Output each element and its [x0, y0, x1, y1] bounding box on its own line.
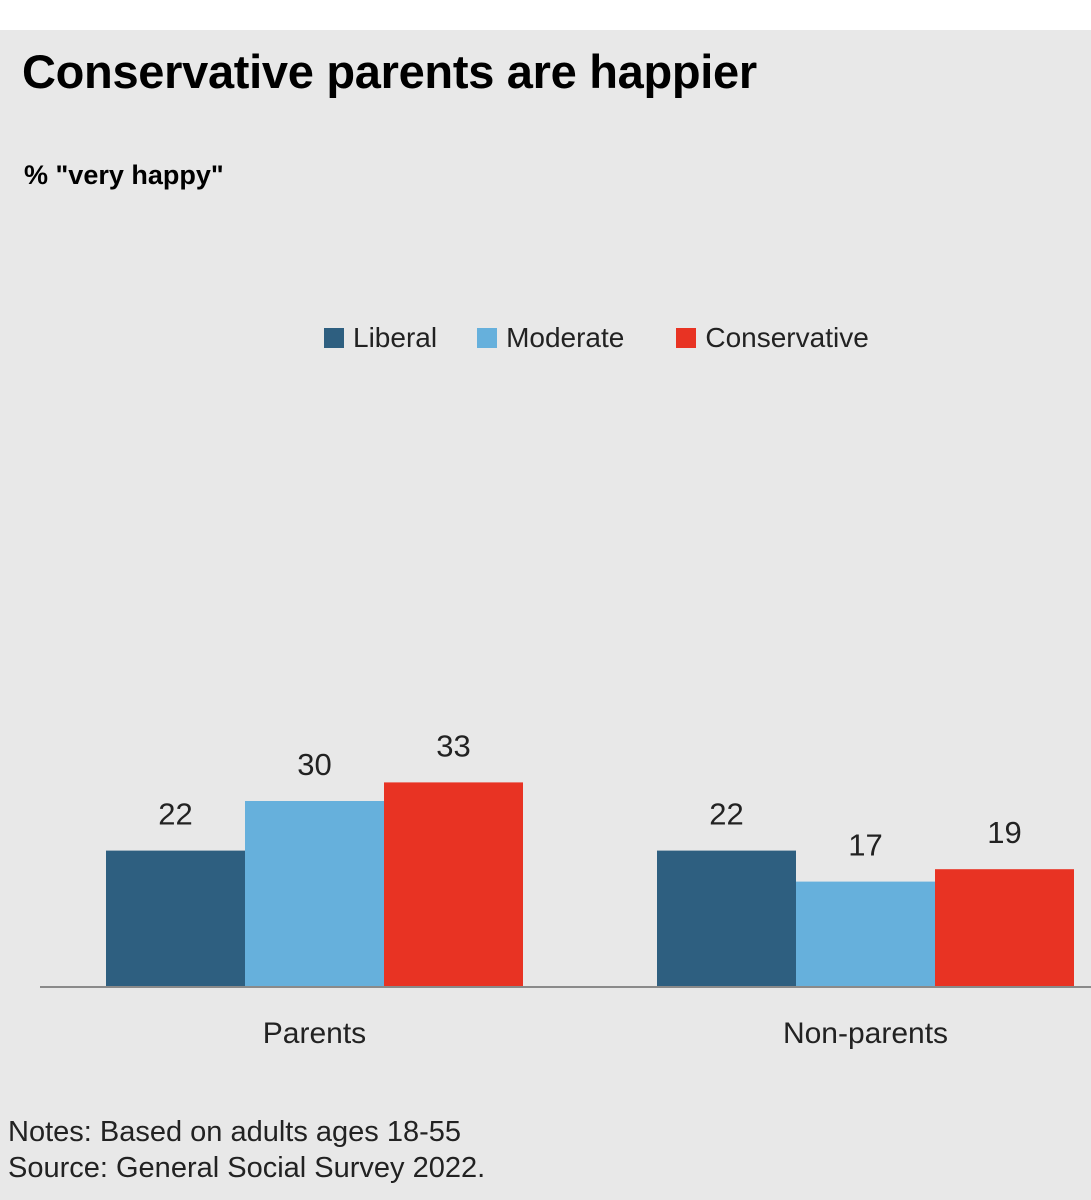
chart-notes: Notes: Based on adults ages 18-55 Source…: [8, 1114, 485, 1186]
bar-conservative-non-parents: [935, 869, 1074, 987]
source-text: Source: General Social Survey 2022.: [8, 1152, 486, 1184]
category-label-parents: Parents: [263, 1017, 366, 1050]
legend-item-conservative: Conservative: [676, 322, 869, 354]
legend-item-liberal: Liberal: [324, 322, 437, 354]
data-label-conservative-non-parents: 19: [987, 815, 1021, 850]
legend-label-liberal: Liberal: [353, 322, 438, 353]
legend-swatch-conservative: [676, 328, 697, 348]
legend-label-moderate: Moderate: [506, 322, 625, 353]
bar-moderate-non-parents: [796, 881, 935, 987]
data-label-conservative-parents: 33: [436, 728, 470, 763]
category-label-non-parents: Non-parents: [783, 1017, 948, 1050]
legend-label-conservative: Conservative: [705, 322, 869, 353]
chart-panel: [0, 30, 1091, 1200]
data-label-liberal-non-parents: 22: [709, 797, 743, 832]
bar-conservative-parents: [384, 782, 523, 987]
legend-item-moderate: Moderate: [477, 322, 624, 354]
chart-subtitle: % "very happy": [24, 160, 224, 190]
bar-liberal-parents: [106, 850, 245, 987]
chart-title: Conservative parents are happier: [22, 45, 757, 98]
bar-moderate-parents: [245, 801, 384, 987]
legend-swatch-liberal: [324, 328, 344, 348]
data-label-moderate-non-parents: 17: [848, 828, 882, 863]
data-label-liberal-parents: 22: [158, 797, 192, 832]
data-label-moderate-parents: 30: [297, 747, 331, 782]
legend: Liberal Moderate Conservative: [324, 320, 869, 356]
bar-liberal-non-parents: [657, 850, 796, 987]
notes-text: Notes: Based on adults ages 18-55: [8, 1116, 462, 1148]
legend-swatch-moderate: [477, 328, 498, 348]
